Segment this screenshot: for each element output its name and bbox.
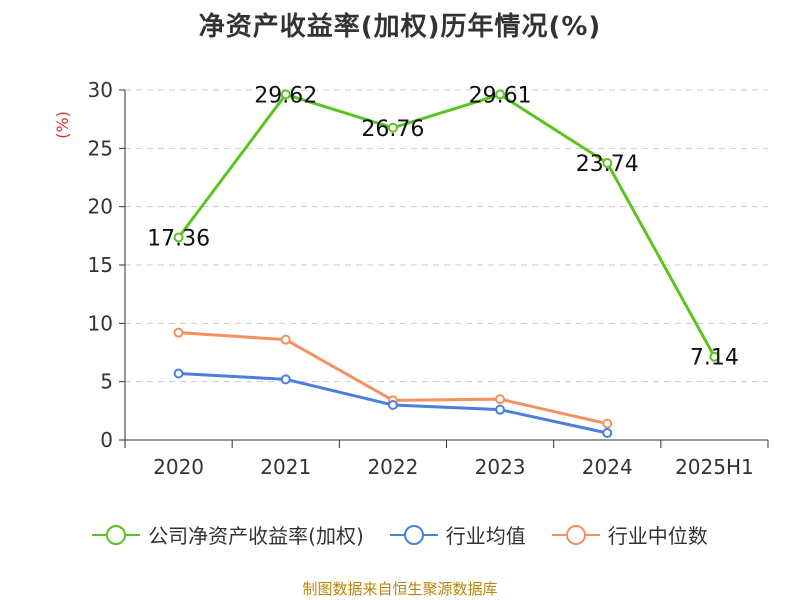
- x-tick-label: 2020: [153, 455, 204, 479]
- data-point: [709, 351, 720, 362]
- x-tick-label: 2024: [582, 455, 633, 479]
- data-point: [602, 158, 613, 169]
- data-point: [173, 232, 184, 243]
- series-line-0: [177, 92, 716, 358]
- legend-label-industry-mean: 行业均值: [445, 524, 526, 548]
- y-tick-label: 25: [88, 136, 113, 160]
- data-point: [280, 374, 291, 385]
- legend-item-industry-mean[interactable]: 行业均值: [389, 520, 526, 549]
- data-label: 29.61: [469, 84, 532, 109]
- data-point: [602, 418, 613, 429]
- y-tick-label: 20: [88, 195, 113, 219]
- legend-swatch-industry-mean: [389, 524, 438, 545]
- x-tick-label: 2023: [475, 455, 526, 479]
- data-point: [602, 428, 613, 438]
- data-point: [173, 327, 184, 338]
- data-point: [495, 89, 506, 100]
- y-tick-label: 30: [88, 78, 113, 102]
- data-label: 29.62: [254, 83, 317, 108]
- data-point: [173, 368, 184, 379]
- data-label: 7.14: [690, 346, 739, 371]
- x-tick-label: 2025H1: [675, 455, 754, 479]
- data-label: 26.76: [361, 117, 424, 142]
- y-tick-label: 10: [88, 311, 113, 335]
- chart-title: 净资产收益率(加权)历年情况(%): [198, 12, 602, 42]
- source-note: 制图数据来自恒生聚源数据库: [302, 580, 498, 598]
- data-point: [280, 334, 291, 345]
- legend-label-industry-median: 行业中位数: [607, 524, 708, 548]
- data-point: [387, 122, 398, 133]
- x-tick-label: 2021: [260, 455, 311, 479]
- legend-label-company: 公司净资产收益率(加权): [148, 524, 364, 548]
- data-label: 17.36: [147, 226, 210, 251]
- legend-item-industry-median[interactable]: 行业中位数: [551, 520, 708, 549]
- y-tick-label: 0: [100, 428, 113, 452]
- legend-swatch-industry-median: [551, 524, 600, 545]
- data-point: [495, 404, 506, 415]
- data-point: [387, 400, 398, 410]
- y-tick-label: 15: [88, 253, 113, 277]
- data-point: [280, 89, 291, 100]
- legend: 公司净资产收益率(加权) 行业均值 行业中位数: [0, 520, 800, 549]
- y-axis-label: (%): [53, 111, 72, 139]
- y-tick-label: 5: [100, 370, 113, 394]
- line-chart: 0 5 10 15 20 25 30 2020 2021 2022 2023 2024 2025H1 (%…: [53, 78, 769, 479]
- legend-item-company[interactable]: 公司净资产收益率(加权): [92, 520, 364, 549]
- x-tick-label: 2022: [367, 455, 418, 479]
- legend-swatch-company: [92, 524, 141, 545]
- data-label: 23.74: [576, 152, 639, 177]
- data-point: [495, 394, 506, 405]
